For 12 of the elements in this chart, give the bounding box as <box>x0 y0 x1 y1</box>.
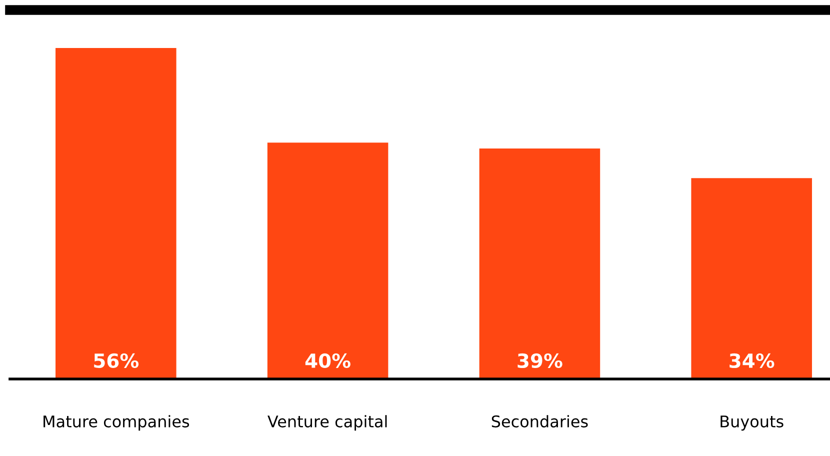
data-label: 34% <box>730 353 774 368</box>
bar <box>267 142 388 379</box>
data-label: 40% <box>305 353 350 368</box>
x-tick-label: Venture capital <box>268 415 387 431</box>
bar <box>56 48 176 379</box>
x-tick-label: Mature companies <box>44 415 190 431</box>
x-tick-label: Secondaries <box>492 415 588 428</box>
x-tick-label: Buyouts <box>720 416 784 431</box>
bar <box>479 148 600 379</box>
data-label: 39% <box>518 353 562 368</box>
bar <box>691 178 812 379</box>
data-label: 56% <box>94 353 139 368</box>
